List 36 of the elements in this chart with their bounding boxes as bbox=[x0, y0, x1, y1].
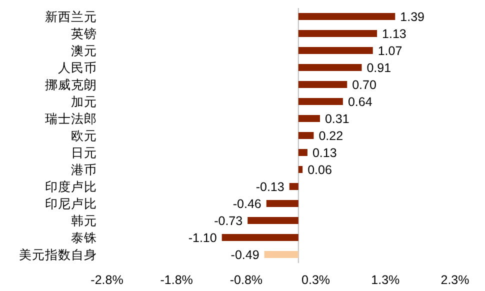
y-tick-label: 港币 bbox=[71, 163, 97, 177]
y-tick-label: 瑞士法郎 bbox=[45, 111, 97, 126]
y-tick-label: 英镑 bbox=[71, 27, 97, 41]
data-label: 0.22 bbox=[318, 129, 344, 143]
y-tick-label: 人民币 bbox=[58, 61, 97, 75]
data-label: 0.06 bbox=[308, 163, 332, 177]
data-label: 0.13 bbox=[312, 146, 337, 160]
y-tick-label: 挪威克朗 bbox=[45, 77, 97, 92]
data-label: 1.39 bbox=[400, 10, 425, 24]
y-tick-label: 美元指数自身 bbox=[19, 247, 97, 262]
data-label: -0.46 bbox=[232, 197, 262, 211]
data-label: -0.13 bbox=[256, 180, 284, 194]
data-label: 1.13 bbox=[382, 27, 406, 41]
x-tick-label: 0.3% bbox=[302, 273, 330, 287]
data-label: -1.10 bbox=[188, 231, 217, 245]
y-tick-label: 欧元 bbox=[71, 129, 97, 143]
x-tick-label: 2.3% bbox=[440, 273, 470, 287]
x-tick-label: -0.8% bbox=[230, 273, 263, 287]
x-tick-label: 1.3% bbox=[371, 273, 400, 287]
y-tick-label: 日元 bbox=[71, 146, 97, 160]
y-tick-label: 韩元 bbox=[71, 214, 97, 228]
data-label: 0.91 bbox=[366, 61, 392, 75]
x-tick-label: -1.8% bbox=[160, 273, 193, 287]
y-tick-label: 新西兰元 bbox=[45, 10, 97, 24]
data-label: 1.07 bbox=[378, 44, 402, 58]
data-label: 0.31 bbox=[324, 112, 350, 126]
data-label: -0.49 bbox=[230, 248, 260, 262]
x-tick-label: -2.8% bbox=[90, 273, 124, 287]
y-tick-label: 澳元 bbox=[71, 44, 97, 58]
data-label: 0.64 bbox=[348, 95, 372, 109]
y-tick-label: 泰铢 bbox=[71, 231, 97, 245]
data-label: 0.70 bbox=[352, 78, 376, 92]
y-tick-label: 印尼卢比 bbox=[45, 197, 97, 211]
y-tick-label: 印度卢比 bbox=[45, 179, 97, 194]
y-tick-label: 加元 bbox=[71, 95, 97, 109]
data-label: -0.73 bbox=[214, 214, 243, 228]
